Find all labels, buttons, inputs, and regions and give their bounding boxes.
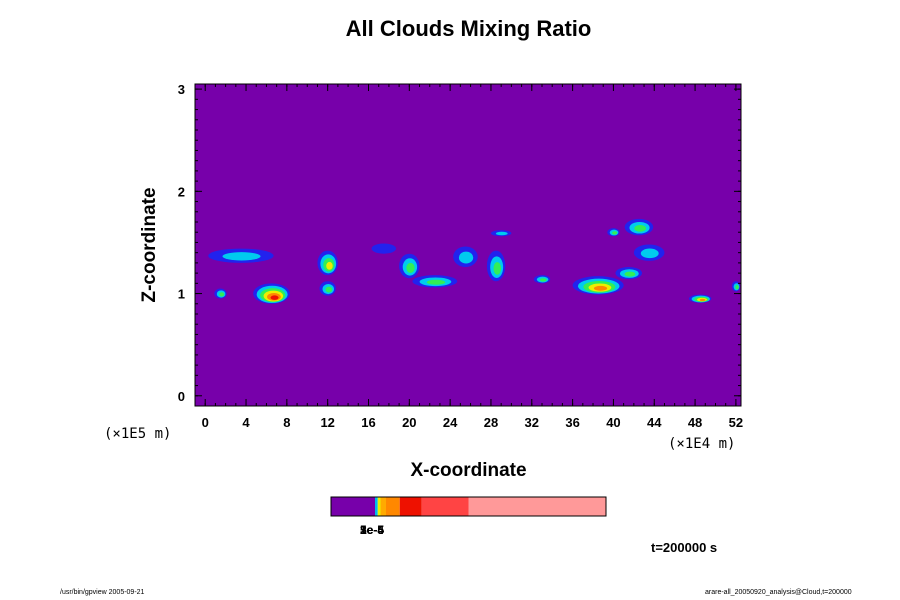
cloud-level-1 [640,248,659,259]
cloud-feature-8 [453,246,478,267]
footer-command: /usr/bin/gpview 2005-09-21 [60,589,145,596]
cloud-level-3 [326,261,333,270]
cloud-level-2 [219,292,225,297]
field-background [195,84,741,406]
x-tick-label: 20 [402,415,416,430]
cloud-feature-2 [214,288,227,299]
cloud-level-1 [458,251,474,264]
x-tick-label: 24 [443,415,458,430]
cloud-feature-1 [253,283,290,304]
footer-source: arare-all_20050920_analysis@Cloud,t=2000… [705,589,852,596]
colorbar-segment-4 [386,497,400,516]
colorbar-segment-3 [380,497,386,516]
colorbar-segment-5 [399,497,422,516]
chart-title: All Clouds Mixing Ratio [345,16,592,41]
colorbar-segment-1 [375,497,378,516]
cloud-feature-3 [317,250,338,276]
x-tick-label: 44 [647,415,662,430]
z-axis-unit: (×1E5 m) [104,426,172,442]
colorbar-label-3: 3e-5 [360,523,385,537]
cloud-feature-13 [615,266,643,280]
cloud-level-2 [406,262,415,273]
x-tick-label: 32 [525,415,539,430]
cloud-feature-4 [319,281,336,296]
colorbar-segment-7 [468,497,606,516]
cloud-level-2 [735,285,739,290]
cloud-level-4 [593,285,608,291]
x-tick-label: 16 [361,415,375,430]
x-tick-label: 28 [484,415,498,430]
cloud-level-2 [539,278,547,282]
cloud-feature-15 [633,244,665,261]
y-tick-label: 1 [178,287,185,302]
cloud-level-1 [495,231,508,236]
y-tick-label: 0 [178,389,185,404]
cloud-level-2 [612,231,618,235]
colorbar-segment-0 [331,497,375,516]
cloud-feature-6 [399,253,420,279]
x-tick-label: 52 [729,415,743,430]
cloud-feature-5 [371,243,397,254]
cloud-level-2 [634,225,647,232]
x-tick-label: 12 [320,415,334,430]
cloud-level-4 [699,298,706,302]
cloud-feature-11 [533,275,551,284]
plot-frame [194,83,742,407]
x-tick-label: 40 [606,415,620,430]
x-tick-label: 0 [202,415,209,430]
cloud-feature-18 [607,228,620,237]
colorbar-label-1: 1e-5 [360,523,385,537]
x-tick-label: 36 [565,415,579,430]
plot-area [195,84,741,406]
x-tick-label: 4 [242,415,250,430]
cloud-feature-0 [208,248,274,263]
colorbar-frame [330,496,607,517]
cloud-feature-7 [412,275,458,288]
colorbar-label-4: 5e-4 [360,523,385,537]
cloud-feature-16 [688,294,712,303]
cloud-feature-17 [731,281,740,292]
cloud-level-2 [426,279,446,285]
time-label: t=200000 s [651,540,718,555]
cloud-level-5 [270,295,279,300]
cloud-feature-10 [490,230,512,237]
cloud-level-2 [624,271,636,277]
cloud-level-0 [371,243,397,254]
cloud-level-2 [493,262,502,275]
y-tick-label: 3 [178,82,185,97]
colorbar [330,496,607,517]
cloud-feature-12 [572,276,624,295]
colorbar-label-2: 2e-5 [360,523,385,537]
x-axis-unit: (×1E4 m) [668,436,736,452]
x-tick-label: 48 [688,415,702,430]
cloud-feature-14 [624,218,654,236]
y-tick-label: 2 [178,184,185,199]
x-axis-label: X-coordinate [410,460,527,481]
x-tick-label: 8 [283,415,290,430]
colorbar-segment-6 [421,497,469,516]
colorbar-segment-2 [377,497,381,516]
cloud-level-1 [222,252,261,261]
cloud-feature-9 [486,250,506,282]
cloud-level-2 [325,286,333,293]
